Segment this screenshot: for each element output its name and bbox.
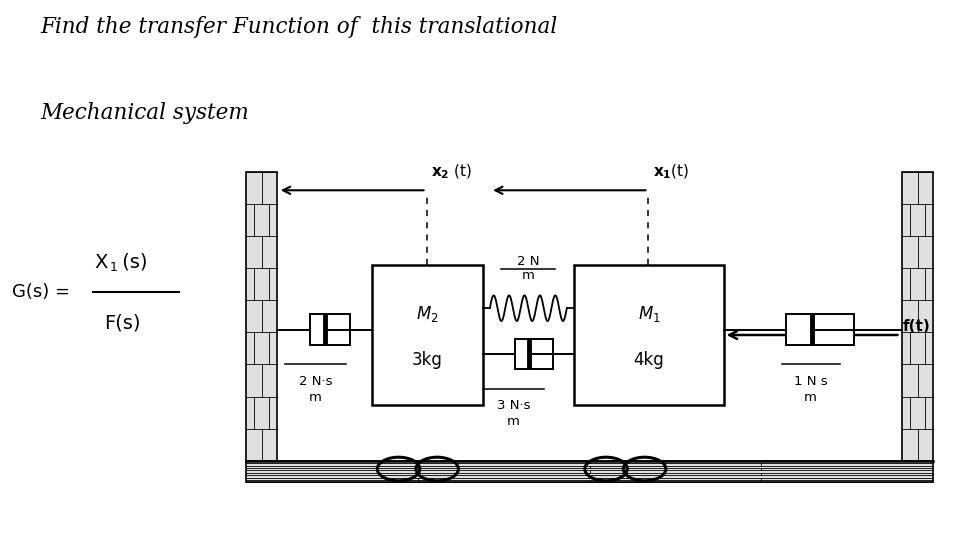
Bar <box>246 172 277 461</box>
Bar <box>372 265 482 405</box>
Text: 3kg: 3kg <box>412 351 442 369</box>
Text: $\mathbf{x_1}$(t): $\mathbf{x_1}$(t) <box>653 162 690 181</box>
Bar <box>902 172 933 461</box>
Text: Find the transfer Function of  this translational: Find the transfer Function of this trans… <box>41 16 558 38</box>
Text: 2 N·s: 2 N·s <box>299 375 332 388</box>
Text: Mechanical system: Mechanical system <box>41 102 249 124</box>
Text: 1 N s: 1 N s <box>794 375 827 388</box>
Text: m: m <box>522 270 535 282</box>
Text: 2 N: 2 N <box>517 255 539 268</box>
Text: 4kg: 4kg <box>634 351 664 369</box>
Text: G(s) =: G(s) = <box>12 283 75 301</box>
Text: m: m <box>804 391 817 404</box>
Text: (s): (s) <box>116 253 148 272</box>
Text: f(t): f(t) <box>903 319 931 334</box>
Bar <box>310 314 349 345</box>
Bar <box>574 265 724 405</box>
Text: $\mathbf{x_2}$ (t): $\mathbf{x_2}$ (t) <box>431 162 473 181</box>
Text: $M_2$: $M_2$ <box>416 304 438 324</box>
Bar <box>514 339 553 369</box>
Text: 3 N·s: 3 N·s <box>497 399 530 412</box>
Bar <box>246 461 933 482</box>
Text: m: m <box>507 415 520 428</box>
Text: 1: 1 <box>110 262 118 274</box>
Text: m: m <box>309 391 322 404</box>
Text: F(s): F(s) <box>104 313 141 332</box>
Bar <box>786 314 854 345</box>
Text: $M_1$: $M_1$ <box>638 304 660 324</box>
Text: X: X <box>95 253 108 272</box>
